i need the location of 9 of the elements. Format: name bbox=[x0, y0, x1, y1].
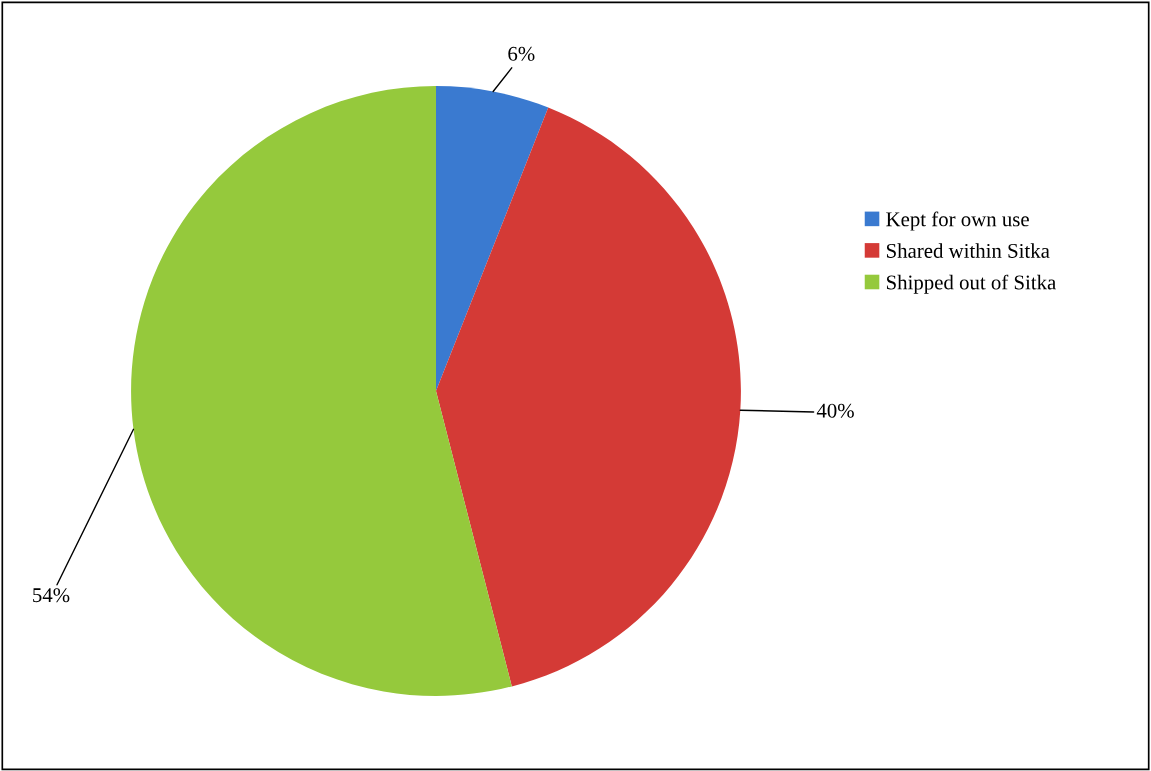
data-label: 40% bbox=[816, 403, 854, 418]
data-label: 6% bbox=[508, 46, 535, 61]
data-label: 54% bbox=[33, 588, 70, 603]
legend-label: Shared within Sitka bbox=[886, 243, 1050, 258]
legend-label: Kept for own use bbox=[886, 211, 1029, 231]
pie-slice bbox=[131, 86, 512, 696]
legend-label: Shipped out of Sitka bbox=[886, 274, 1056, 294]
pie-slice bbox=[436, 86, 549, 392]
pie-slice bbox=[436, 107, 741, 687]
